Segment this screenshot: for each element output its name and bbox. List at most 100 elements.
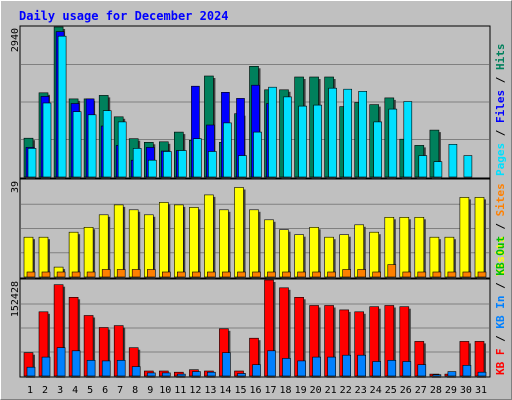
bar-pages-10 xyxy=(163,151,172,178)
bar-sites-3 xyxy=(56,271,66,278)
x-tick-label: 21 xyxy=(325,385,337,396)
bar-pages-15 xyxy=(238,155,247,178)
bar-visits-1 xyxy=(23,236,34,278)
bar-kbin-4 xyxy=(71,350,81,377)
bar-visits-7 xyxy=(113,204,124,278)
bar-sites-29 xyxy=(447,271,457,278)
x-tick-label: 11 xyxy=(174,385,186,396)
bar-visits-27 xyxy=(414,217,425,278)
bar-sites-20 xyxy=(312,271,321,278)
bar-pages-7 xyxy=(117,121,127,178)
bar-sites-31 xyxy=(477,271,487,278)
bar-sites-28 xyxy=(432,271,442,278)
x-tick-label: 12 xyxy=(189,385,201,396)
bar-sites-27 xyxy=(417,271,427,278)
bar-visits-4 xyxy=(68,231,79,278)
bar-kbin-9 xyxy=(147,372,156,377)
bar-visits-31 xyxy=(474,197,485,278)
bar-pages-24 xyxy=(373,121,383,178)
legend-entry: / xyxy=(494,216,507,236)
legend-traffic: KB F / KB In / KB Out xyxy=(494,236,507,375)
bar-pages-25 xyxy=(388,108,398,178)
bar-sites-10 xyxy=(162,271,171,278)
bar-sites-7 xyxy=(116,269,126,278)
bar-pages-16 xyxy=(253,131,262,178)
bar-pages-9 xyxy=(148,159,157,178)
bar-sites-12 xyxy=(192,271,201,278)
bar-visits-28 xyxy=(429,236,440,278)
bar-visits-19 xyxy=(294,234,304,278)
bar-kbin-21 xyxy=(327,356,336,377)
bar-kbin-16 xyxy=(252,364,261,377)
bar-shadow xyxy=(446,376,456,378)
bar-sites-14 xyxy=(222,271,231,278)
legend-entry: / xyxy=(494,70,507,90)
bar-kbin-11 xyxy=(177,373,186,377)
x-tick-label: 31 xyxy=(475,385,487,396)
legend-entry: / xyxy=(494,329,507,349)
bar-sites-9 xyxy=(147,269,156,278)
legend-entry: Pages xyxy=(494,143,507,176)
bar-visits-10 xyxy=(159,202,169,278)
axis-max-label-visitors: 39 xyxy=(10,181,21,193)
x-tick-label: 9 xyxy=(147,385,153,396)
bar-kbin-17 xyxy=(267,350,276,377)
bar-visits-21 xyxy=(324,236,334,278)
bar-visits-23 xyxy=(354,224,365,278)
x-tick-label: 10 xyxy=(159,385,171,396)
bar-sites-24 xyxy=(372,271,382,278)
bar-kbin-19 xyxy=(297,360,306,377)
bar-pages-23 xyxy=(358,91,368,178)
bar-kbin-8 xyxy=(131,366,141,377)
legend-visitors: Visits / Sites xyxy=(494,183,507,276)
bar-pages-4 xyxy=(72,111,82,178)
bar-kbin-7 xyxy=(116,359,126,377)
bar-pages-2 xyxy=(42,102,52,178)
bar-kbin-5 xyxy=(86,359,96,377)
legend-entry: / xyxy=(494,276,507,296)
bar-sites-19 xyxy=(297,271,306,278)
bar-kbin-10 xyxy=(162,372,171,377)
bar-kbin-25 xyxy=(387,359,397,377)
bar-visits-12 xyxy=(189,207,199,278)
x-tick-label: 23 xyxy=(355,385,367,396)
x-tick-label: 29 xyxy=(445,385,457,396)
bar-pages-30 xyxy=(463,155,473,178)
x-tick-label: 4 xyxy=(72,385,78,396)
bar-visits-24 xyxy=(369,231,380,278)
bar-pages-11 xyxy=(178,150,187,178)
x-tick-label: 17 xyxy=(264,385,276,396)
bar-pages-13 xyxy=(208,151,217,178)
bar-pages-5 xyxy=(87,114,97,178)
bar-kbin-29 xyxy=(447,371,457,377)
x-tick-label: 18 xyxy=(279,385,291,396)
axis-max-label-traffic: 152428 xyxy=(10,281,21,317)
bar-sites-17 xyxy=(267,271,276,278)
bar-visits-17 xyxy=(264,219,274,278)
bar-pages-3 xyxy=(57,35,67,178)
x-tick-label: 25 xyxy=(385,385,397,396)
x-tick-label: 19 xyxy=(295,385,307,396)
x-tick-label: 28 xyxy=(430,385,442,396)
legend-requests: Pages / Files / Hits xyxy=(494,44,507,177)
bar-kbin-18 xyxy=(282,358,291,377)
bar-kbin-31 xyxy=(477,371,487,377)
x-tick-label: 5 xyxy=(87,385,93,396)
bar-sites-11 xyxy=(177,271,186,278)
x-tick-label: 1 xyxy=(27,385,33,396)
bar-sites-30 xyxy=(462,271,472,278)
x-tick-label: 2 xyxy=(42,385,48,396)
bar-visits-15 xyxy=(234,187,244,278)
x-tick-label: 14 xyxy=(219,385,231,396)
bar-visits-8 xyxy=(128,209,139,278)
legend-entry: / xyxy=(494,123,507,143)
bar-visits-26 xyxy=(399,217,410,278)
bar-visits-9 xyxy=(144,214,154,278)
bar-kbin-15 xyxy=(237,373,246,377)
bar-sites-21 xyxy=(327,271,336,278)
bar-pages-14 xyxy=(223,122,232,178)
bar-pages-26 xyxy=(403,101,413,178)
axis-max-label-requests: 2940 xyxy=(10,28,21,52)
x-tick-label: 15 xyxy=(234,385,246,396)
